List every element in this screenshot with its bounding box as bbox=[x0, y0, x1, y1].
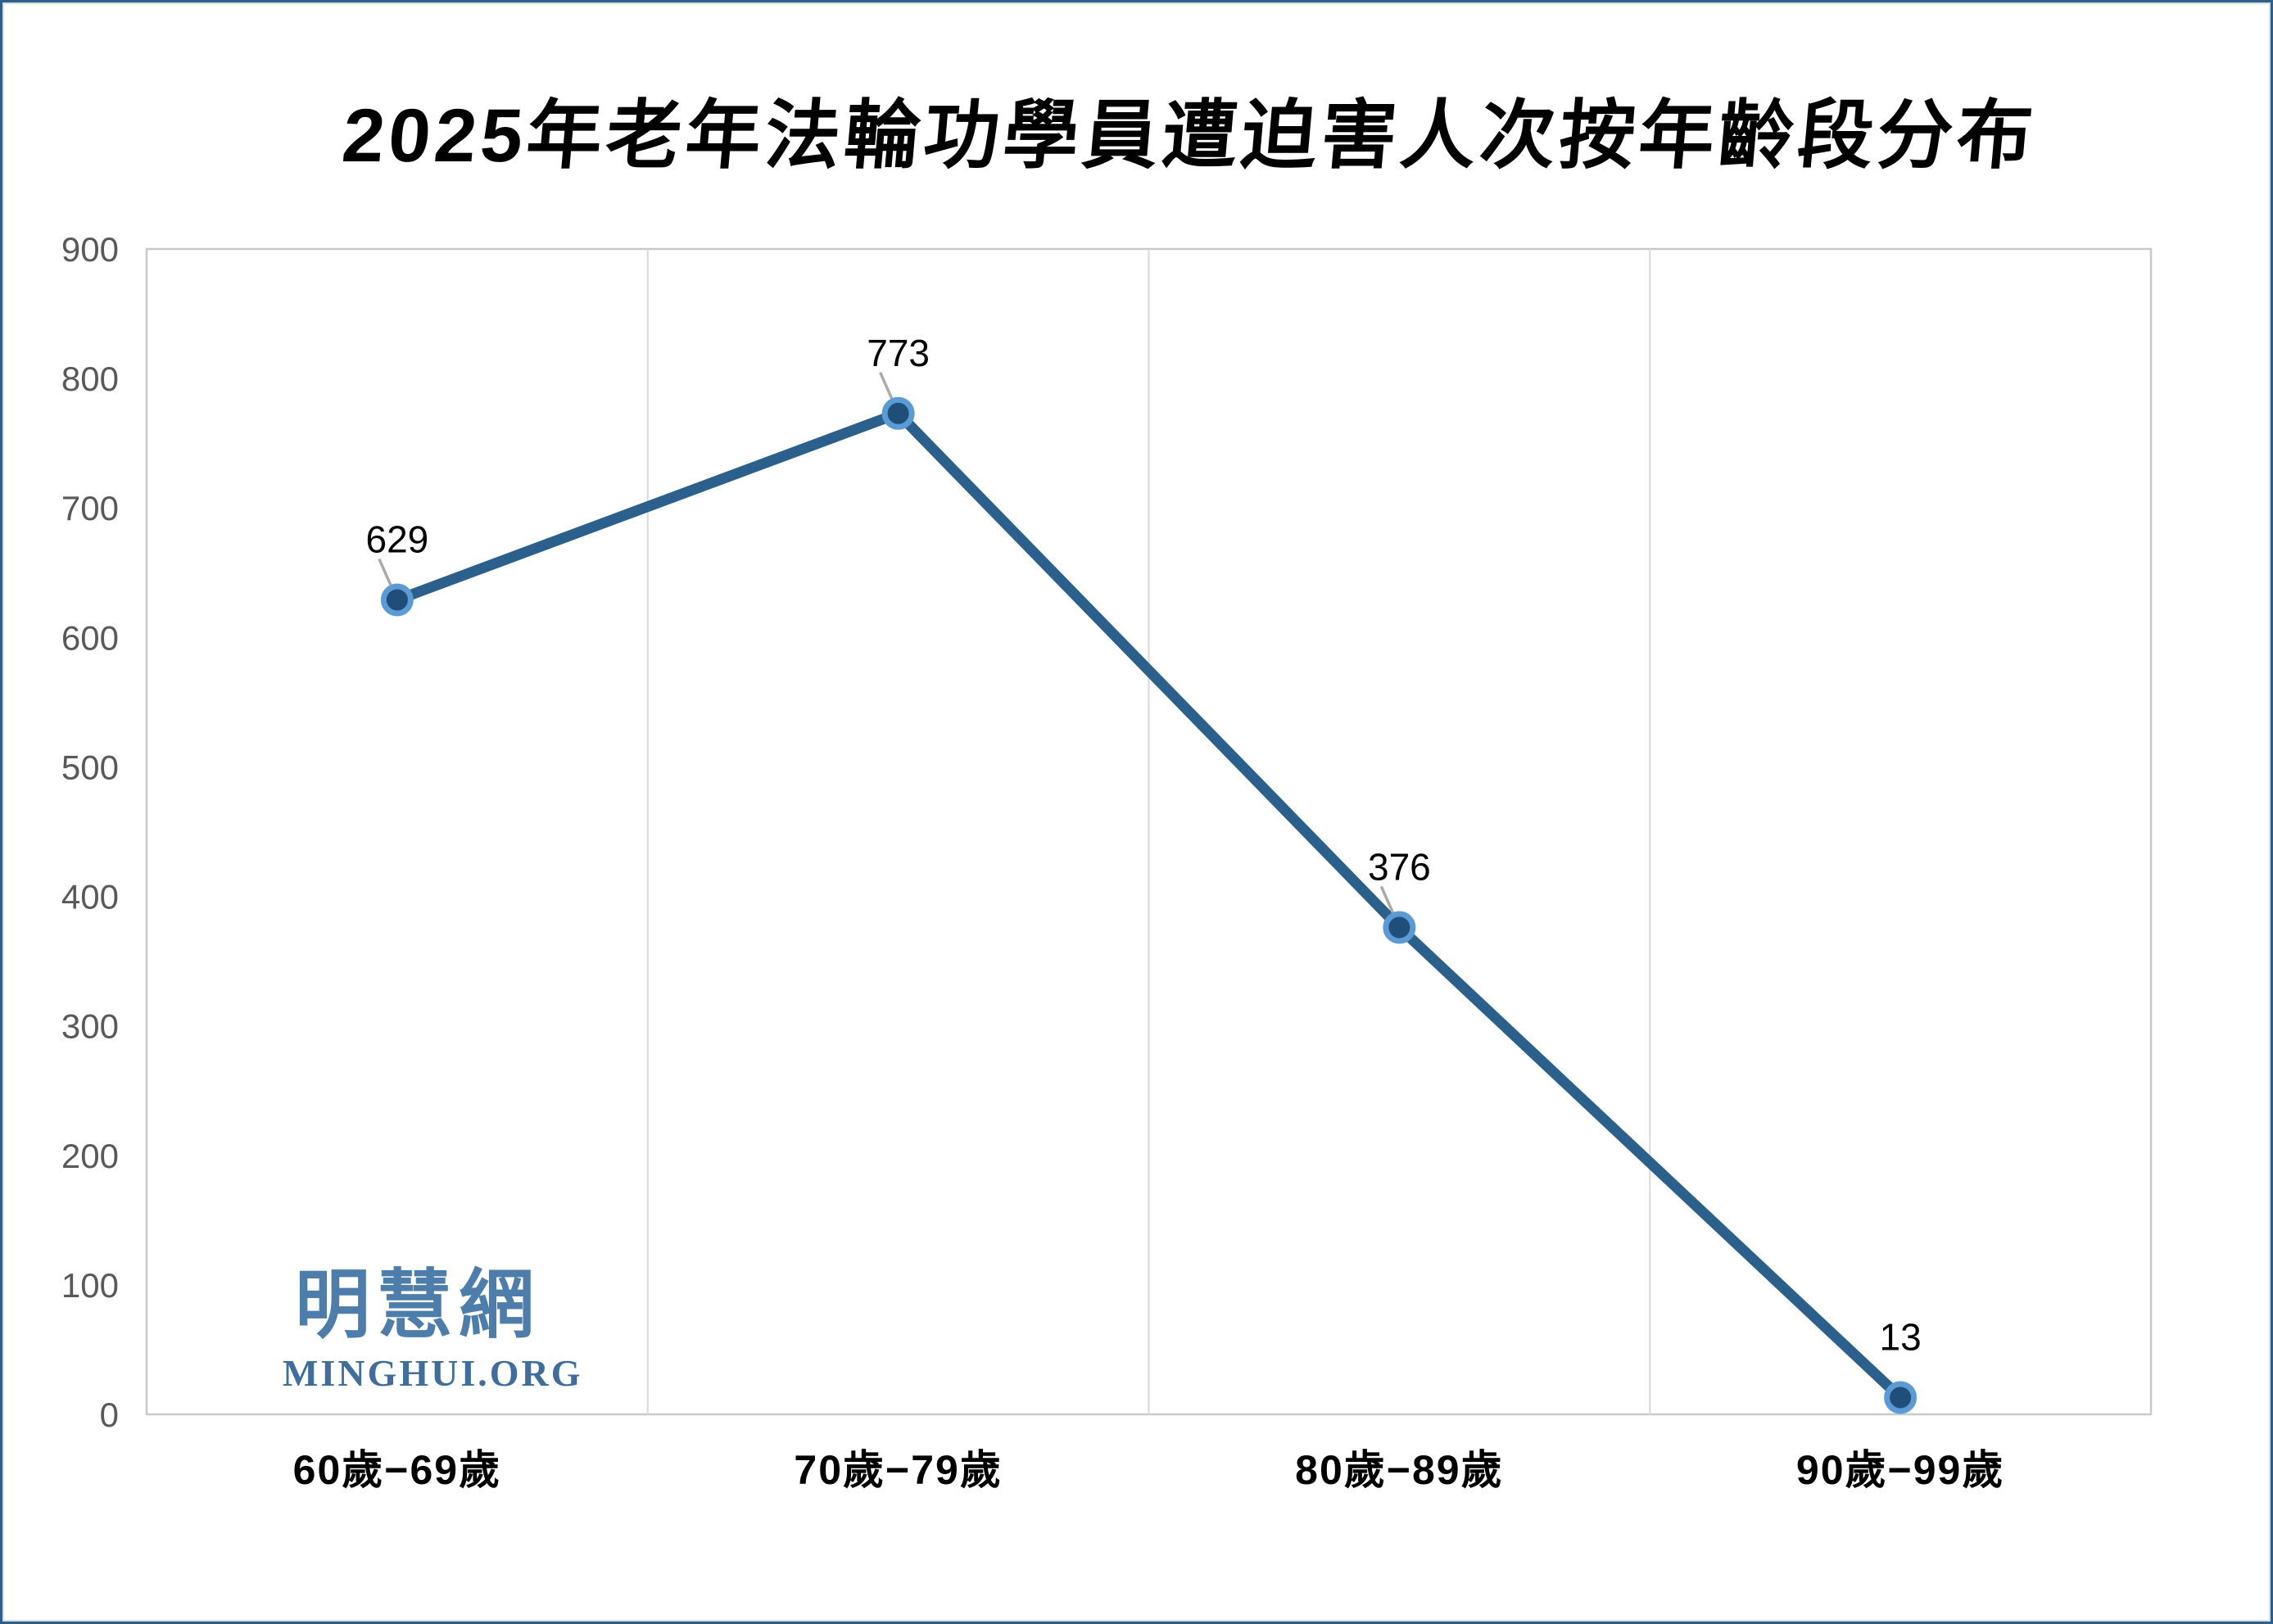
x-axis-label: 80歲−89歲 bbox=[1295, 1447, 1503, 1493]
y-tick-label: 900 bbox=[61, 230, 119, 269]
y-tick-label: 100 bbox=[61, 1266, 119, 1305]
data-point-marker bbox=[1884, 1381, 1918, 1414]
data-point-label: 629 bbox=[366, 518, 429, 560]
x-axis-label: 60歲−69歲 bbox=[293, 1447, 501, 1493]
y-tick-label: 300 bbox=[61, 1007, 119, 1046]
y-tick-label: 500 bbox=[61, 748, 119, 786]
data-point-marker bbox=[1383, 911, 1416, 944]
data-point-label: 13 bbox=[1880, 1315, 1922, 1358]
y-tick-label: 600 bbox=[61, 618, 119, 657]
y-tick-label: 0 bbox=[100, 1396, 119, 1434]
data-point-label: 376 bbox=[1368, 846, 1431, 889]
data-point-label: 773 bbox=[867, 332, 930, 374]
data-point-marker bbox=[881, 396, 915, 430]
x-axis-label: 70歲−79歲 bbox=[794, 1447, 1002, 1493]
y-tick-label: 700 bbox=[61, 489, 119, 527]
x-axis-label: 90歲−99歲 bbox=[1796, 1447, 2004, 1493]
minghui-logo-cjk: 明慧網 bbox=[294, 1264, 541, 1347]
y-tick-label: 200 bbox=[61, 1137, 119, 1175]
data-point-marker bbox=[380, 583, 414, 617]
y-tick-label: 400 bbox=[61, 878, 119, 916]
series-line bbox=[395, 408, 1904, 1402]
minghui-logo-latin: MINGHUI.ORG bbox=[283, 1352, 583, 1394]
y-tick-label: 800 bbox=[61, 360, 119, 398]
minghui-watermark: 明慧網 MINGHUI.ORG bbox=[283, 1264, 583, 1394]
